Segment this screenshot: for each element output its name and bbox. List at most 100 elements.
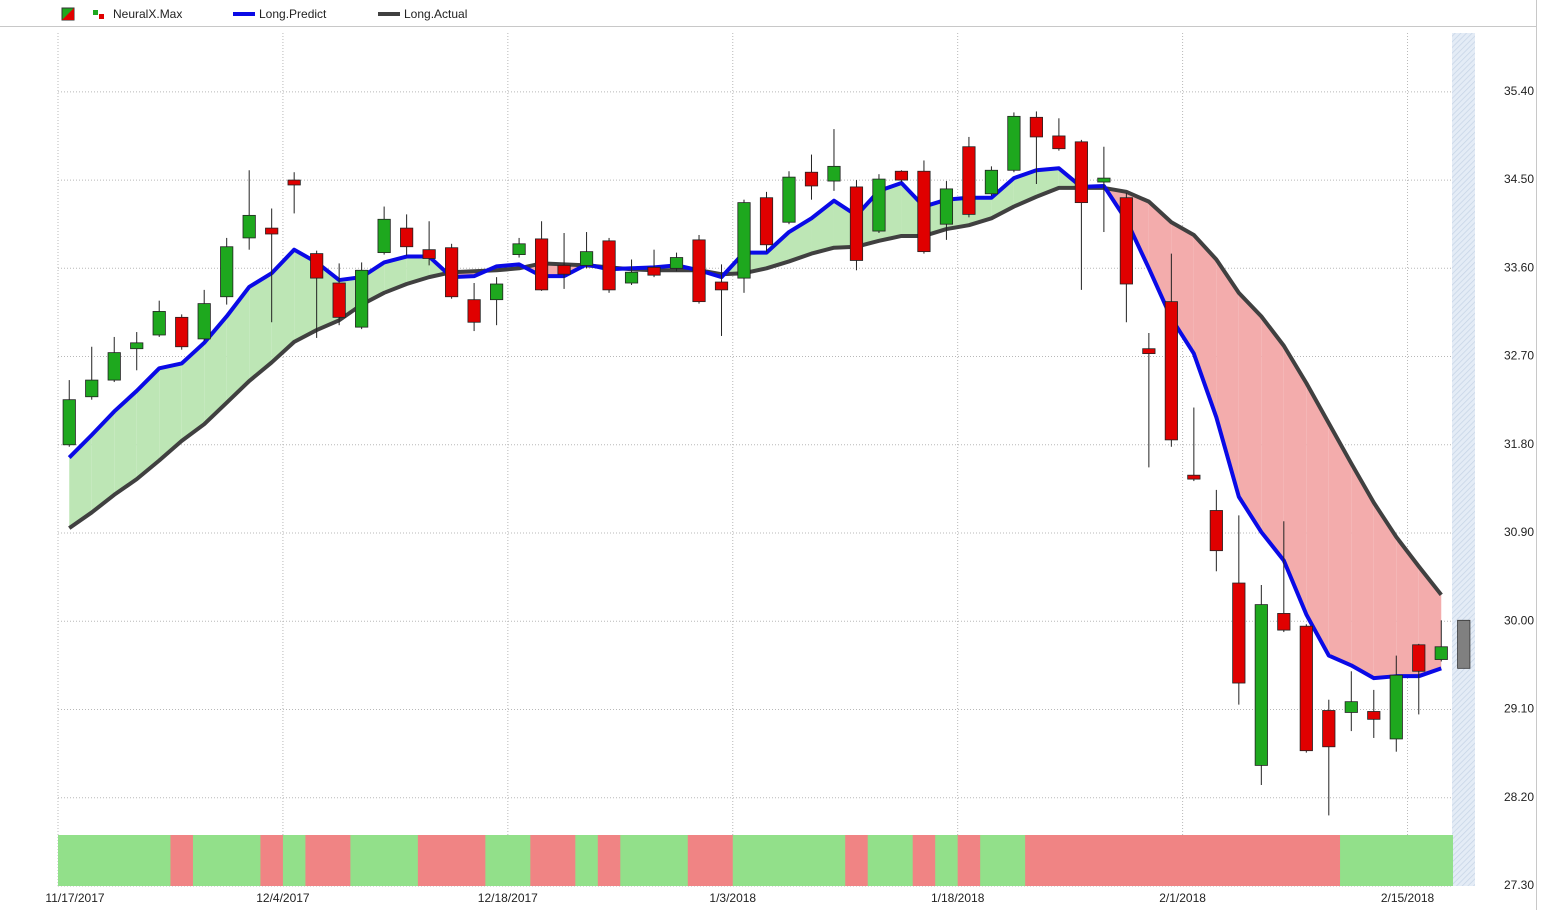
candle-body: [445, 247, 459, 298]
signal-cell: [1070, 835, 1094, 886]
line: [67, 166, 1442, 681]
signal-cell: [282, 835, 306, 886]
candle-body: [197, 303, 211, 340]
y-tick-label: 28.20: [1504, 790, 1534, 804]
candle-body: [1119, 197, 1133, 285]
candle-body: [557, 264, 571, 275]
candle-body: [512, 243, 526, 255]
band-fill: [1396, 536, 1419, 677]
signal-cell: [687, 835, 711, 886]
band-fill: [384, 256, 407, 293]
signal-cell: [935, 835, 959, 886]
signal-cell: [642, 835, 666, 886]
plot-area: 27.30 28.20 29.10 30.00 30.90 31.80 32.70 33.60…: [45, 33, 1534, 905]
candle-body: [332, 282, 346, 318]
y-tick-label: 27.30: [1504, 878, 1534, 892]
candle-body: [400, 227, 414, 248]
candle-body: [1322, 710, 1336, 748]
signal-cell: [1182, 835, 1206, 886]
signal-cell: [1115, 835, 1139, 886]
candle-body: [692, 239, 706, 303]
signal-cell: [957, 835, 981, 886]
band-fill: [1306, 383, 1329, 656]
band-fill: [1238, 292, 1262, 533]
line: [68, 185, 1443, 597]
signal-cell: [102, 835, 126, 886]
candle-body: [1434, 646, 1448, 660]
signal-cell: [1385, 835, 1409, 886]
signal-cell: [867, 835, 891, 886]
band-fill: [1373, 502, 1397, 679]
signal-cell: [1137, 835, 1161, 886]
band-fill: [1351, 463, 1374, 679]
candle-body: [872, 178, 886, 232]
x-tick-label: 1/3/2018: [709, 891, 756, 905]
band-fill: [249, 273, 272, 382]
band-fill: [1216, 259, 1239, 497]
band-fill: [1193, 234, 1217, 418]
band-fill: [91, 411, 115, 513]
candle-body: [1254, 604, 1268, 766]
y-tick-label: 31.80: [1504, 437, 1534, 451]
candle-body: [130, 342, 144, 350]
signal-cell: [507, 835, 531, 886]
signal-cell: [417, 835, 441, 886]
signal-cell: [620, 835, 644, 886]
candle-body: [287, 179, 301, 186]
band-fill: [226, 286, 250, 403]
signal-cell: [1160, 835, 1184, 886]
signal-cell: [125, 835, 149, 886]
candle-body: [849, 186, 864, 261]
candle-body: [62, 399, 76, 446]
candle-body: [1097, 177, 1111, 183]
y-tick-label: 29.10: [1504, 702, 1534, 716]
signal-cell: [440, 835, 464, 886]
signal-cell: [1340, 835, 1364, 886]
signal-cell: [327, 835, 351, 886]
candle-body: [737, 202, 751, 279]
candle-body: [1007, 115, 1021, 171]
candle-body: [1232, 582, 1246, 684]
band-fill: [1148, 201, 1172, 319]
band-fill: [271, 249, 295, 363]
signal-cell: [1272, 835, 1296, 886]
signal-cell: [552, 835, 576, 886]
candle-body: [917, 170, 931, 253]
candle-body: [984, 169, 999, 195]
signal-cell: [372, 835, 396, 886]
signal-cell: [260, 835, 284, 886]
candle-body: [534, 238, 549, 291]
signal-cell: [58, 835, 81, 886]
candle-body: [804, 171, 819, 187]
candle-body: [310, 253, 324, 279]
band-fill: [69, 434, 92, 529]
candle-body: [152, 311, 166, 336]
signal-cell: [845, 835, 869, 886]
legend-label: NeuralX.Max: [113, 7, 182, 21]
candle-body: [827, 165, 841, 182]
candle-body: [962, 146, 976, 215]
signal-cell: [755, 835, 779, 886]
legend-label: Long.Actual: [404, 7, 467, 21]
candle-body: [579, 251, 594, 266]
band-fill: [1261, 316, 1284, 561]
x-tick-label: 12/4/2017: [256, 891, 310, 905]
signal-cell: [732, 835, 756, 886]
candle-body: [669, 257, 684, 269]
x-tick-label: 2/1/2018: [1159, 891, 1206, 905]
legend-swatch: [99, 14, 104, 19]
candle-body: [1142, 348, 1156, 355]
y-tick-label: 32.70: [1504, 349, 1534, 363]
signal-cell: [170, 835, 194, 886]
candle-body: [1029, 116, 1043, 138]
signal-cell: [665, 835, 689, 886]
candle-body: [107, 352, 121, 381]
candle-body: [1074, 141, 1088, 204]
candle-body: [1277, 613, 1291, 631]
candle-body: [1344, 701, 1358, 713]
candle-body: [602, 240, 616, 291]
signal-cell: [530, 835, 554, 886]
signal-cell: [395, 835, 419, 886]
